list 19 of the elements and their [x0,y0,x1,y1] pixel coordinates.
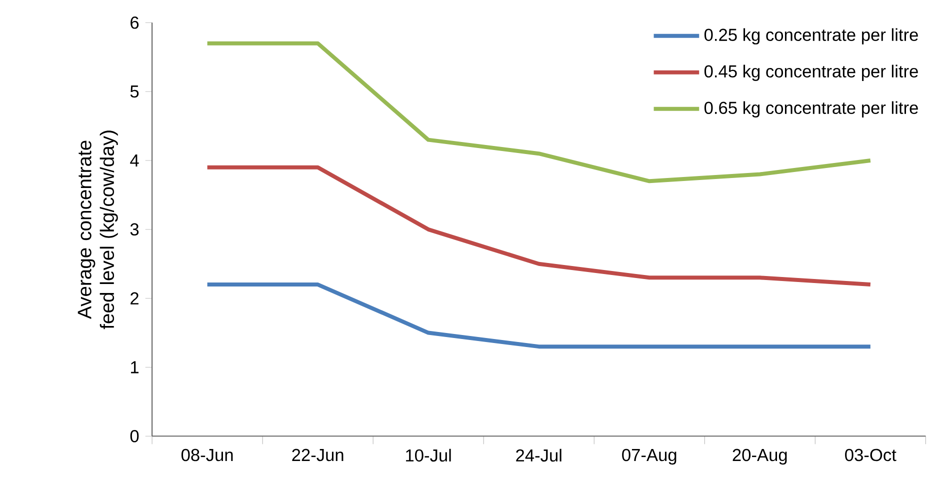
y-tick-label: 4 [130,154,139,167]
x-tick-label: 03-Oct [845,449,896,462]
y-tick-label: 5 [130,86,139,98]
line-series [205,166,872,287]
x-tick-label: 22-Jun [292,449,344,462]
legend-label: 0.45 kg concentrate per litre [704,65,918,82]
y-tick-label: 2 [130,292,138,305]
y-tick-label: 3 [130,224,139,236]
x-tick-label: 07-Aug [622,449,676,465]
x-tick-label: 20-Aug [732,449,787,465]
x-tick-label: 08-Jun [181,449,233,462]
legend-label: 0.25 kg concentrate per litre [704,28,918,45]
y-tick-label: 6 [130,16,139,30]
legend-label: 0.65 kg concentrate per litre [704,102,918,118]
y-tick-label: 0 [130,430,139,443]
x-tick-label: 10-Jul [406,449,451,462]
x-tick-label: 24-Jul [516,449,562,462]
y-axis-title: Average concentrate feed level (kg/cow/day) [78,130,118,330]
y-tick-label: 1 [131,362,139,374]
